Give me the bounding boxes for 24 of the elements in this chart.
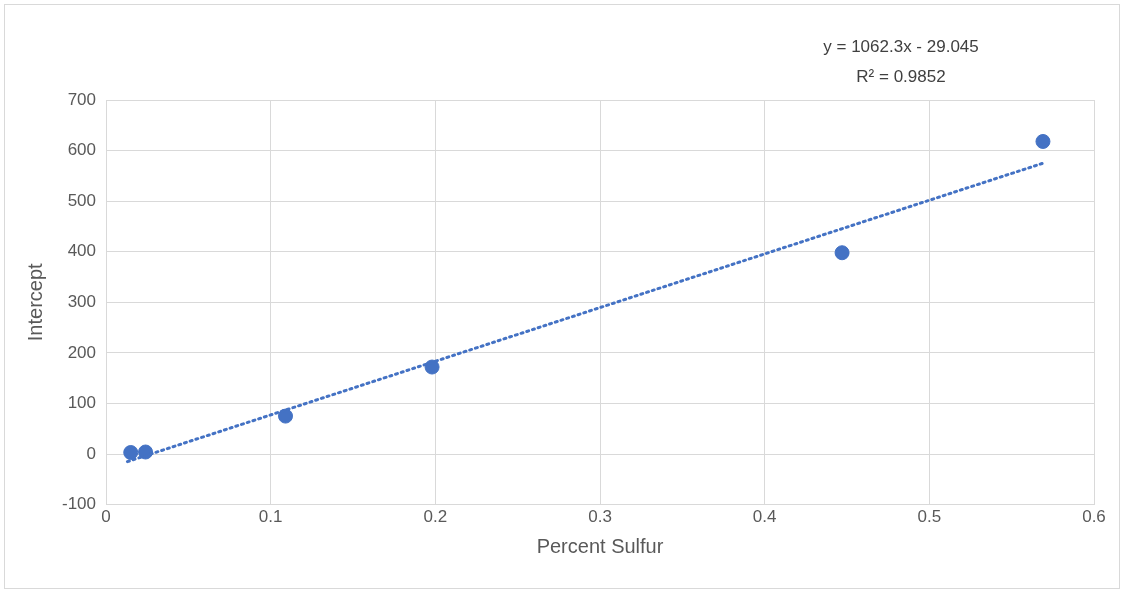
x-tick-label: 0.6 bbox=[1082, 507, 1106, 527]
y-tick-label: 400 bbox=[67, 241, 97, 261]
y-tick-label: 200 bbox=[67, 342, 97, 362]
x-axis-title: Percent Sulfur bbox=[536, 534, 664, 557]
y-tick-label: 700 bbox=[67, 89, 97, 109]
y-tick-label: 0 bbox=[86, 443, 97, 463]
point bbox=[834, 245, 850, 261]
text: y = 1062.3x - 29.045 bbox=[823, 36, 979, 56]
text: R² = 0.9852 bbox=[856, 66, 946, 86]
x-tick-label: 0.3 bbox=[588, 507, 612, 527]
y-tick-label: 100 bbox=[67, 393, 97, 413]
x-tick-label: 0.2 bbox=[423, 507, 448, 527]
y-tick-label: 500 bbox=[67, 190, 97, 210]
point bbox=[278, 408, 294, 424]
y-tick-label: 300 bbox=[67, 291, 97, 311]
x-tick-label: 0.5 bbox=[917, 507, 942, 527]
x-tick-label: 0 bbox=[101, 507, 111, 527]
y-tick-label: -100 bbox=[61, 494, 97, 514]
point bbox=[123, 445, 139, 461]
x-tick-label: 0.1 bbox=[258, 507, 283, 527]
y-tick-label: 600 bbox=[67, 140, 97, 160]
y-axis-title: Intercept bbox=[23, 262, 46, 342]
point bbox=[1035, 133, 1051, 149]
x-tick-label: 0.4 bbox=[752, 507, 777, 527]
